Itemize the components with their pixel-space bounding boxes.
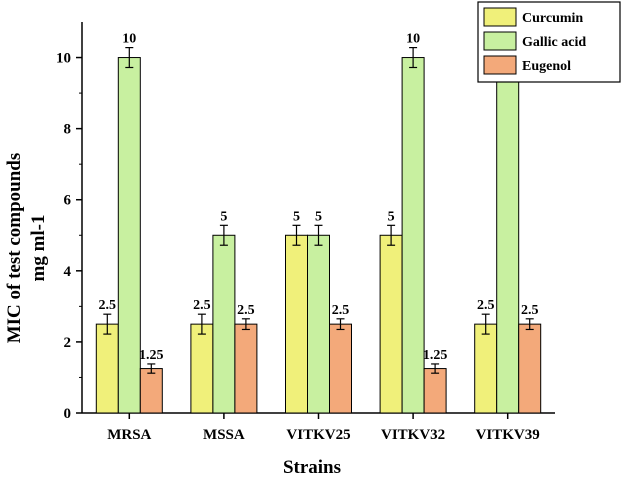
x-tick-label: VITKV32 bbox=[381, 427, 445, 443]
data-label: 5 bbox=[293, 209, 300, 224]
x-tick-label: VITKV25 bbox=[286, 427, 350, 443]
y-axis-title-line2: mg ml-1 bbox=[28, 214, 49, 281]
legend-label-curcumin: Curcumin bbox=[522, 11, 583, 26]
data-label: 1.25 bbox=[423, 348, 448, 363]
legend-swatch-eugenol bbox=[483, 55, 517, 75]
data-label: 2.5 bbox=[521, 303, 539, 318]
bar bbox=[474, 323, 498, 414]
data-label: 5 bbox=[315, 209, 322, 224]
data-label: 10 bbox=[406, 32, 420, 47]
x-tick-label: VITKV39 bbox=[476, 427, 540, 443]
x-tick-label: MSSA bbox=[203, 427, 245, 443]
bars bbox=[95, 57, 542, 414]
y-ticks: 0 2 4 6 8 10 bbox=[56, 51, 82, 422]
bar bbox=[307, 234, 330, 414]
y-tick-label: 6 bbox=[64, 193, 72, 209]
bar bbox=[401, 57, 425, 414]
legend: Curcumin Gallic acid Eugenol bbox=[477, 1, 621, 83]
bar bbox=[190, 323, 214, 414]
y-tick-label: 4 bbox=[64, 264, 72, 280]
bar bbox=[95, 323, 119, 414]
bar bbox=[379, 234, 403, 414]
bar bbox=[212, 234, 236, 414]
x-axis-title: Strains bbox=[283, 457, 341, 478]
data-label: 1.25 bbox=[139, 348, 164, 363]
bar bbox=[518, 323, 542, 414]
x-tick-label: MRSA bbox=[107, 427, 151, 443]
data-label: 2.5 bbox=[332, 303, 350, 318]
y-tick-label: 2 bbox=[64, 335, 72, 351]
data-label: 2.5 bbox=[237, 303, 255, 318]
data-label: 2.5 bbox=[477, 298, 495, 313]
bar bbox=[117, 57, 141, 414]
data-label: 5 bbox=[220, 209, 227, 224]
data-label: 10 bbox=[122, 32, 136, 47]
y-axis-title-group: MIC of test compounds mg ml-1 bbox=[4, 153, 49, 344]
y-axis-title-line1: MIC of test compounds bbox=[4, 153, 25, 344]
bar bbox=[234, 323, 258, 414]
y-tick-label: 0 bbox=[64, 406, 72, 422]
y-tick-label: 10 bbox=[56, 51, 71, 67]
bar bbox=[496, 57, 520, 414]
bar bbox=[423, 368, 447, 414]
data-label: 2.5 bbox=[99, 298, 117, 313]
bar bbox=[329, 323, 352, 414]
legend-label-gallic-acid: Gallic acid bbox=[522, 35, 586, 50]
y-tick-label: 8 bbox=[64, 122, 72, 138]
data-label: 2.5 bbox=[193, 298, 211, 313]
legend-swatch-curcumin bbox=[483, 7, 517, 27]
bar bbox=[139, 368, 163, 414]
legend-swatch-gallic-acid bbox=[483, 31, 517, 51]
data-label: 5 bbox=[388, 209, 395, 224]
bar bbox=[285, 234, 308, 414]
legend-label-eugenol: Eugenol bbox=[522, 59, 571, 74]
x-ticks: MRSA MSSA VITKV25 VITKV32 VITKV39 bbox=[107, 413, 540, 443]
